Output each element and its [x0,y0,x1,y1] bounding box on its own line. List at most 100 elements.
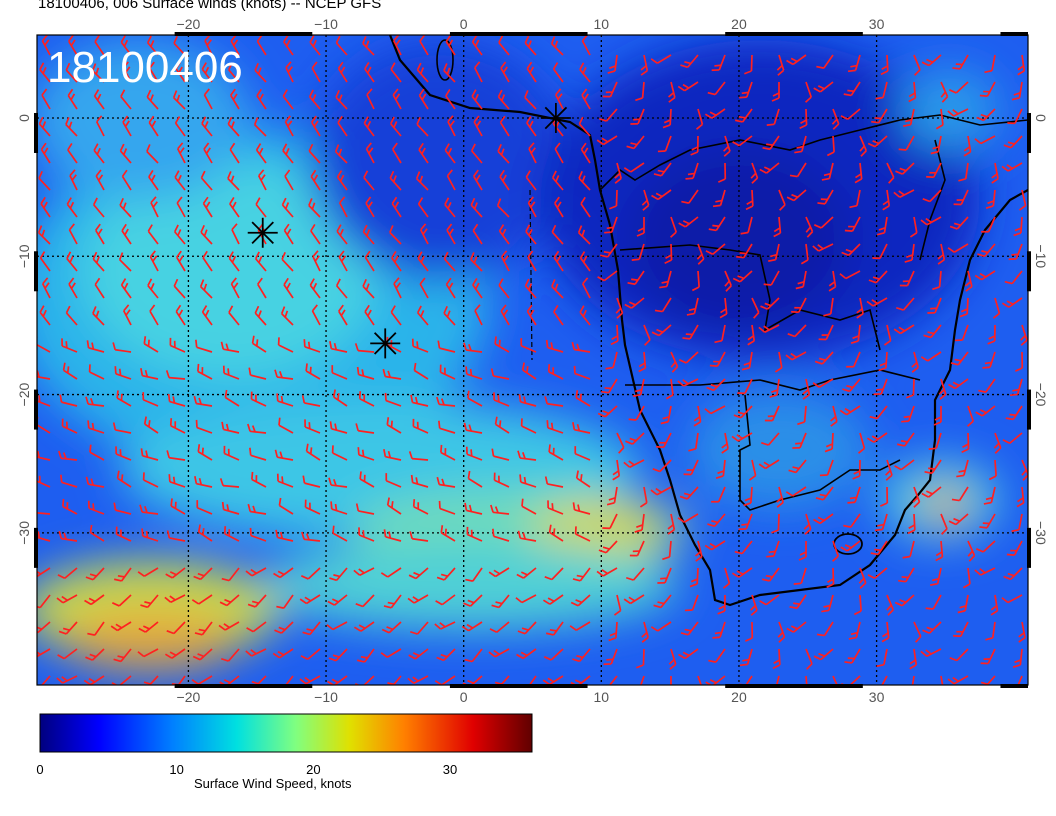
wind-barb [197,524,213,542]
wind-barb [881,621,890,643]
wind-barb [609,189,618,210]
wind-barb [817,189,834,205]
wind-barb [553,304,564,326]
wind-barb [66,251,78,272]
wind-barb [39,251,51,272]
wind-barb [436,396,456,407]
wind-barb [253,117,267,137]
wind-barb [843,513,861,528]
wind-barb [920,351,942,362]
wind-barb [886,594,895,616]
wind-barb [221,501,240,515]
wind-barb [894,594,915,607]
wind-barb [975,540,996,553]
wind-barb [967,540,976,562]
wind-barb [37,648,51,658]
wind-barb [797,405,807,426]
wind-barb [201,116,213,137]
wind-barb [173,224,186,245]
wind-barb [281,251,294,272]
wind-barb [993,432,1002,454]
wind-barb [202,250,213,272]
wind-barb [443,251,456,272]
wind-barb [89,524,105,542]
wind-barb [38,170,51,191]
wind-barb [731,432,753,442]
wind-barb [546,420,564,434]
wind-barb [358,527,375,542]
wind-barb [418,142,429,164]
wind-barb [463,422,483,434]
wind-barb [656,432,672,449]
wind-barb [336,170,348,191]
wind-barb [256,88,267,110]
wind-barb [336,224,348,245]
lon-tick-label-bottom: 10 [594,689,610,705]
wind-barb [786,621,807,633]
wind-barb [747,324,756,346]
wind-barb [56,675,78,684]
wind-barb [985,621,996,641]
wind-barb [879,486,889,507]
wind-barb [119,197,132,218]
wind-barb [193,567,213,581]
wind-barb [359,471,375,488]
wind-barb [338,250,348,272]
wind-barb [254,251,267,272]
wind-barb [257,277,267,299]
wind-barb [147,224,159,245]
wind-barb [572,567,591,582]
wind-barb [254,305,267,326]
wind-barb [761,567,780,582]
wind-barb [380,648,402,658]
wind-barb [92,306,105,326]
wind-barb [60,474,78,488]
wind-barb [922,621,942,634]
lon-tick-label-bottom: 20 [731,689,747,705]
wind-barb [436,567,456,581]
wind-barb [640,54,649,76]
wind-barb [168,474,186,488]
wind-barb [445,88,456,110]
wind-barb [601,378,618,394]
wind-barb [866,297,888,307]
wind-barb [839,270,861,280]
wind-barb [85,648,105,661]
wind-barb [358,391,375,407]
wind-barb [444,197,456,218]
wind-barb [219,594,240,607]
wind-barb [734,108,753,123]
wind-barb [521,498,537,515]
wind-barb [95,115,105,137]
wind-barb [465,567,483,582]
wind-barb [866,432,888,443]
wind-barb [548,444,564,461]
wind-barb [854,162,863,184]
wind-barb [787,324,807,338]
wind-barb [228,251,240,272]
wind-barb [471,89,483,110]
wind-barb [1017,54,1026,76]
wind-barb [805,675,809,685]
wind-barb [991,162,999,184]
colorbar-tick-label: 30 [442,762,458,777]
wind-barb [623,459,645,469]
wind-barb [409,531,429,542]
wind-barb [355,423,375,434]
wind-barb [978,378,996,393]
wind-barb [165,370,186,380]
wind-barb [847,54,861,73]
wind-barb [436,648,456,662]
wind-barb [142,472,159,488]
wind-barb [771,82,780,102]
wind-barb [249,447,267,461]
wind-barb [416,305,429,326]
chart-title: 18100406, 006 Surface winds (knots) -- N… [38,0,382,12]
wind-barb [940,513,948,535]
wind-barb [878,351,888,372]
wind-barb [191,675,213,685]
wind-barb [473,115,483,137]
wind-barb [933,406,942,426]
wind-barb [1018,621,1026,643]
wind-barb [985,189,996,209]
